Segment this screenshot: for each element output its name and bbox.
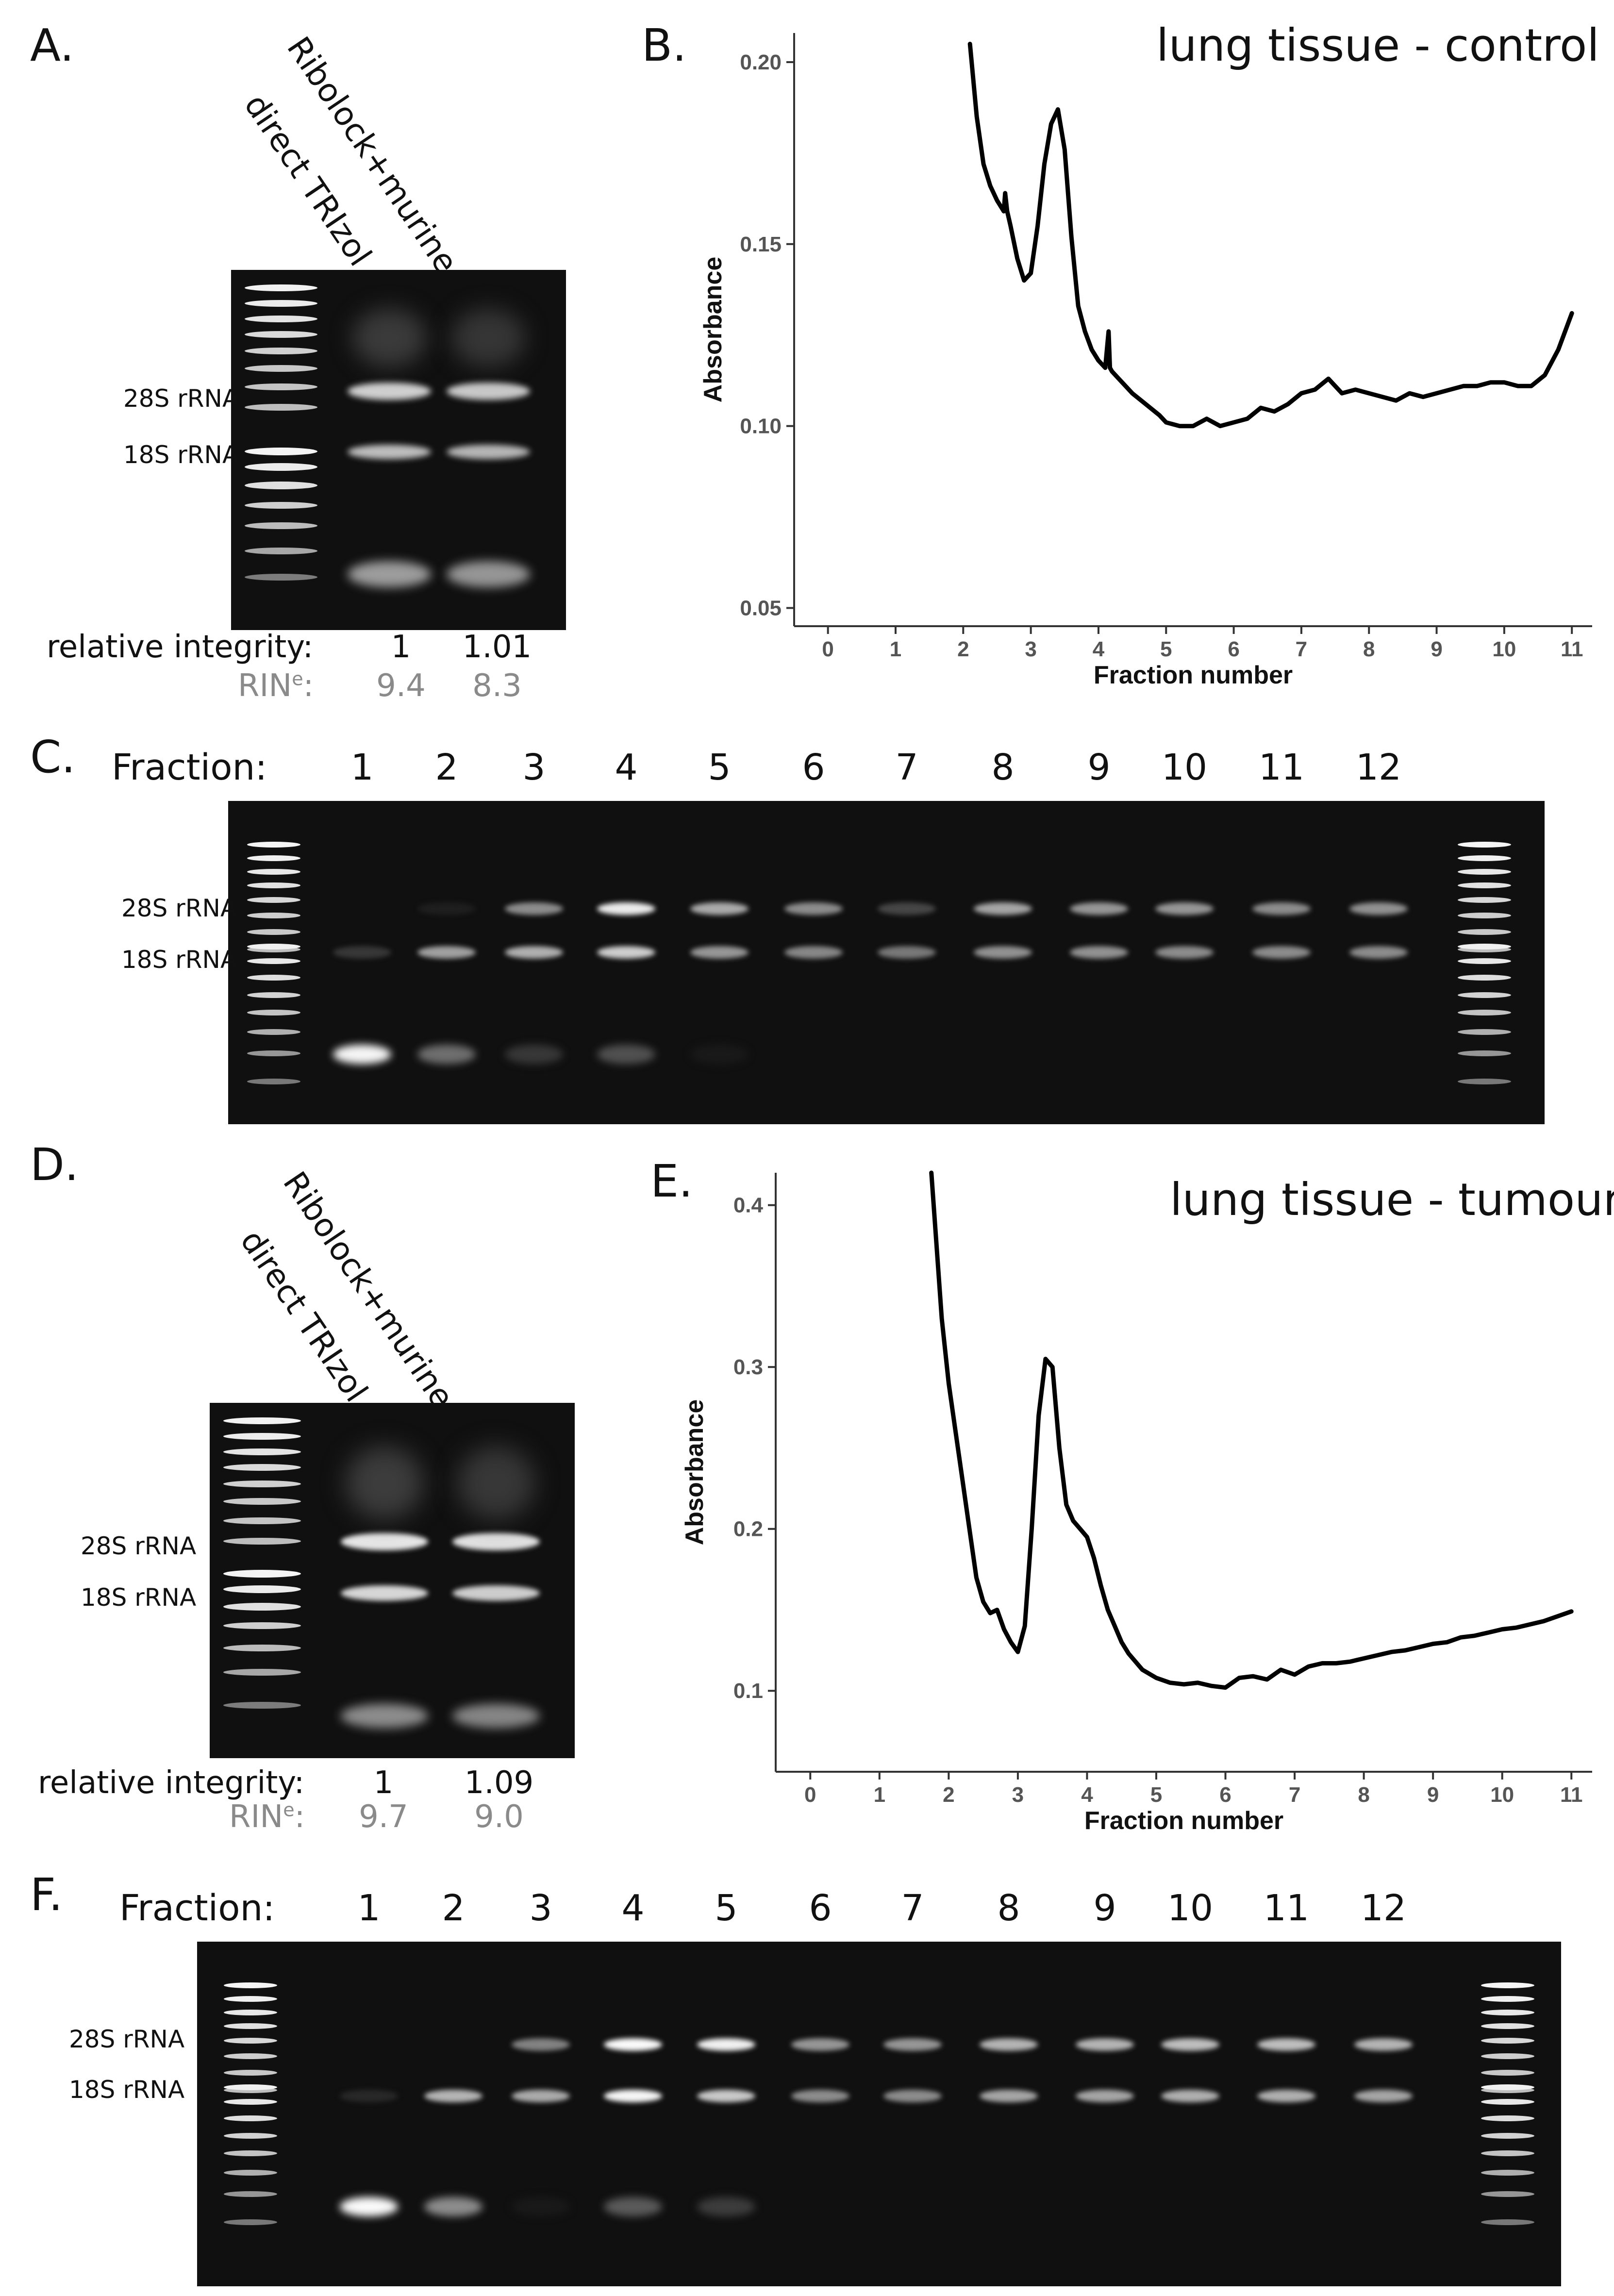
panel-e-y-tick-label-2: 0.3 [733, 1355, 763, 1379]
panel-d-relative-integrity-label: relative integrity: [38, 1765, 305, 1801]
panel-b-x-tick-label-5: 5 [1160, 637, 1172, 661]
panel-e-x-tick-label-0: 0 [804, 1783, 816, 1807]
panel-f-fraction-4: 4 [621, 1887, 645, 1929]
panel-b-x-tick-label-8: 8 [1363, 637, 1375, 661]
panel-f-fraction-label: Fraction: [119, 1887, 275, 1929]
panel-a-rin-lane2: 8.3 [472, 668, 522, 704]
panel-f-gel-image [197, 1942, 1561, 2286]
panel-e-x-tick-label-11: 11 [1560, 1783, 1583, 1807]
panel-d-rin-label: RINe: [229, 1799, 305, 1835]
panel-c-28s-label: 28S rRNA [121, 894, 237, 922]
panel-a-18s-label: 18S rRNA [123, 441, 239, 469]
panel-c-fraction-8: 8 [991, 747, 1015, 788]
panel-d-gel-image [210, 1403, 575, 1758]
panel-e-x-tick-label-9: 9 [1427, 1783, 1439, 1807]
panel-c-18s-label: 18S rRNA [121, 946, 237, 974]
panel-a-rin-lane1: 9.4 [376, 668, 426, 704]
panel-e-x-tick-label-6: 6 [1219, 1783, 1231, 1807]
panel-e-x-tick-label-1: 1 [874, 1783, 885, 1807]
panel-e-letter: E. [650, 1155, 693, 1207]
panel-e-series-line-0 [929, 1170, 1574, 1690]
panel-b-y-tick-label-3: 0.20 [740, 50, 782, 74]
panel-f-18s-label: 18S rRNA [69, 2076, 185, 2104]
panel-d-rin-lane1: 9.7 [359, 1799, 408, 1835]
panel-c-fraction-5: 5 [708, 747, 731, 788]
panel-b-x-tick-label-4: 4 [1093, 637, 1105, 661]
panel-b-x-axis-label: Fraction number [1094, 661, 1293, 689]
panel-c-fraction-12: 12 [1355, 747, 1402, 788]
panel-b-x-tick-label-7: 7 [1296, 637, 1307, 661]
panel-c-gel-image [228, 801, 1545, 1124]
panel-a-letter: A. [30, 19, 74, 71]
panel-c-fraction-label: Fraction: [112, 747, 267, 788]
panel-b-absorbance-chart: 0 1 2 3 4 5 6 7 8 9 10 11 0.05 0.10 0.15 0.20 Fraction n… [699, 33, 1592, 689]
panel-b-x-tick-label-1: 1 [890, 637, 901, 661]
panel-f-fraction-8: 8 [997, 1887, 1020, 1929]
panel-b-chart-title: lung tissue - control [1156, 19, 1599, 71]
panel-b-x-tick-label-3: 3 [1025, 637, 1036, 661]
panel-f-fraction-12: 12 [1360, 1887, 1407, 1929]
panel-e-x-tick-label-5: 5 [1150, 1783, 1162, 1807]
panel-b-letter: B. [642, 19, 687, 71]
panel-f-fraction-2: 2 [442, 1887, 465, 1929]
panel-e-absorbance-chart: 0 1 2 3 4 5 6 7 8 9 10 11 0.1 0.2 0.3 0.4 Fraction numbe… [681, 1170, 1592, 1835]
panel-e-y-tick-label-3: 0.4 [733, 1194, 764, 1217]
panel-e-x-tick-label-7: 7 [1289, 1783, 1300, 1807]
panel-f-fraction-1: 1 [357, 1887, 381, 1929]
panel-d-relative-integrity-lane2: 1.09 [464, 1765, 534, 1801]
panel-f-fraction-10: 10 [1167, 1887, 1214, 1929]
panel-f-fraction-11: 11 [1263, 1887, 1310, 1929]
panel-b-x-tick-label-9: 9 [1431, 637, 1442, 661]
panel-b-y-axis-label: Absorbance [699, 257, 727, 403]
panel-b-series-line-0 [967, 42, 1574, 429]
panel-f-fraction-7: 7 [901, 1887, 924, 1929]
panel-f-letter: F. [30, 1869, 63, 1921]
panel-b-x-tick-label-0: 0 [822, 637, 833, 661]
panel-c-fraction-10: 10 [1161, 747, 1208, 788]
panel-c-fraction-3: 3 [522, 747, 546, 788]
panel-a-28s-label: 28S rRNA [123, 384, 239, 413]
panel-b-x-tick-label-10: 10 [1492, 637, 1516, 661]
panel-e-x-tick-label-2: 2 [943, 1783, 954, 1807]
panel-f-fraction-3: 3 [529, 1887, 552, 1929]
panel-b-y-tick-label-1: 0.10 [740, 415, 782, 438]
panel-a-rin-label: RINe: [238, 668, 314, 704]
panel-f-fraction-5: 5 [715, 1887, 738, 1929]
panel-a-relative-integrity-label: relative integrity: [47, 629, 314, 665]
panel-d-rin-lane2: 9.0 [474, 1799, 524, 1835]
panel-a-relative-integrity-lane1: 1 [391, 629, 411, 665]
panel-e-x-tick-label-10: 10 [1490, 1783, 1514, 1807]
panel-f-fraction-6: 6 [809, 1887, 832, 1929]
panel-c-letter: C. [30, 731, 76, 783]
panel-a-gel-image [231, 270, 566, 630]
panel-d-18s-label: 18S rRNA [81, 1583, 197, 1612]
panel-c-fraction-7: 7 [895, 747, 918, 788]
panel-d-28s-label: 28S rRNA [81, 1532, 197, 1560]
panel-c-fraction-11: 11 [1258, 747, 1305, 788]
panel-b-x-tick-label-2: 2 [957, 637, 969, 661]
panel-c-fraction-9: 9 [1087, 747, 1111, 788]
panel-c-fraction-1: 1 [350, 747, 374, 788]
panel-e-x-axis-label: Fraction number [1084, 1807, 1283, 1835]
panel-d-relative-integrity-lane1: 1 [373, 1765, 394, 1801]
panel-e-y-axis-label: Absorbance [681, 1399, 709, 1546]
panel-e-x-tick-label-3: 3 [1012, 1783, 1024, 1807]
panel-c-fraction-2: 2 [435, 747, 458, 788]
panel-e-x-tick-label-8: 8 [1358, 1783, 1369, 1807]
panel-f-fraction-9: 9 [1093, 1887, 1116, 1929]
panel-b-y-tick-label-2: 0.15 [740, 233, 782, 256]
panel-b-y-tick-label-0: 0.05 [740, 597, 782, 620]
panel-f-28s-label: 28S rRNA [69, 2025, 185, 2053]
panel-e-y-tick-label-0: 0.1 [733, 1679, 763, 1703]
panel-c-fraction-4: 4 [615, 747, 638, 788]
panel-b-x-tick-label-11: 11 [1561, 637, 1583, 661]
panel-b-x-tick-label-6: 6 [1228, 637, 1239, 661]
panel-e-chart-title: lung tissue - tumour [1170, 1174, 1614, 1226]
panel-c-fraction-6: 6 [802, 747, 825, 788]
panel-d-letter: D. [30, 1139, 79, 1191]
panel-e-x-tick-label-4: 4 [1081, 1783, 1093, 1807]
panel-a-relative-integrity-lane2: 1.01 [462, 629, 532, 665]
panel-e-y-tick-label-1: 0.2 [733, 1517, 763, 1541]
